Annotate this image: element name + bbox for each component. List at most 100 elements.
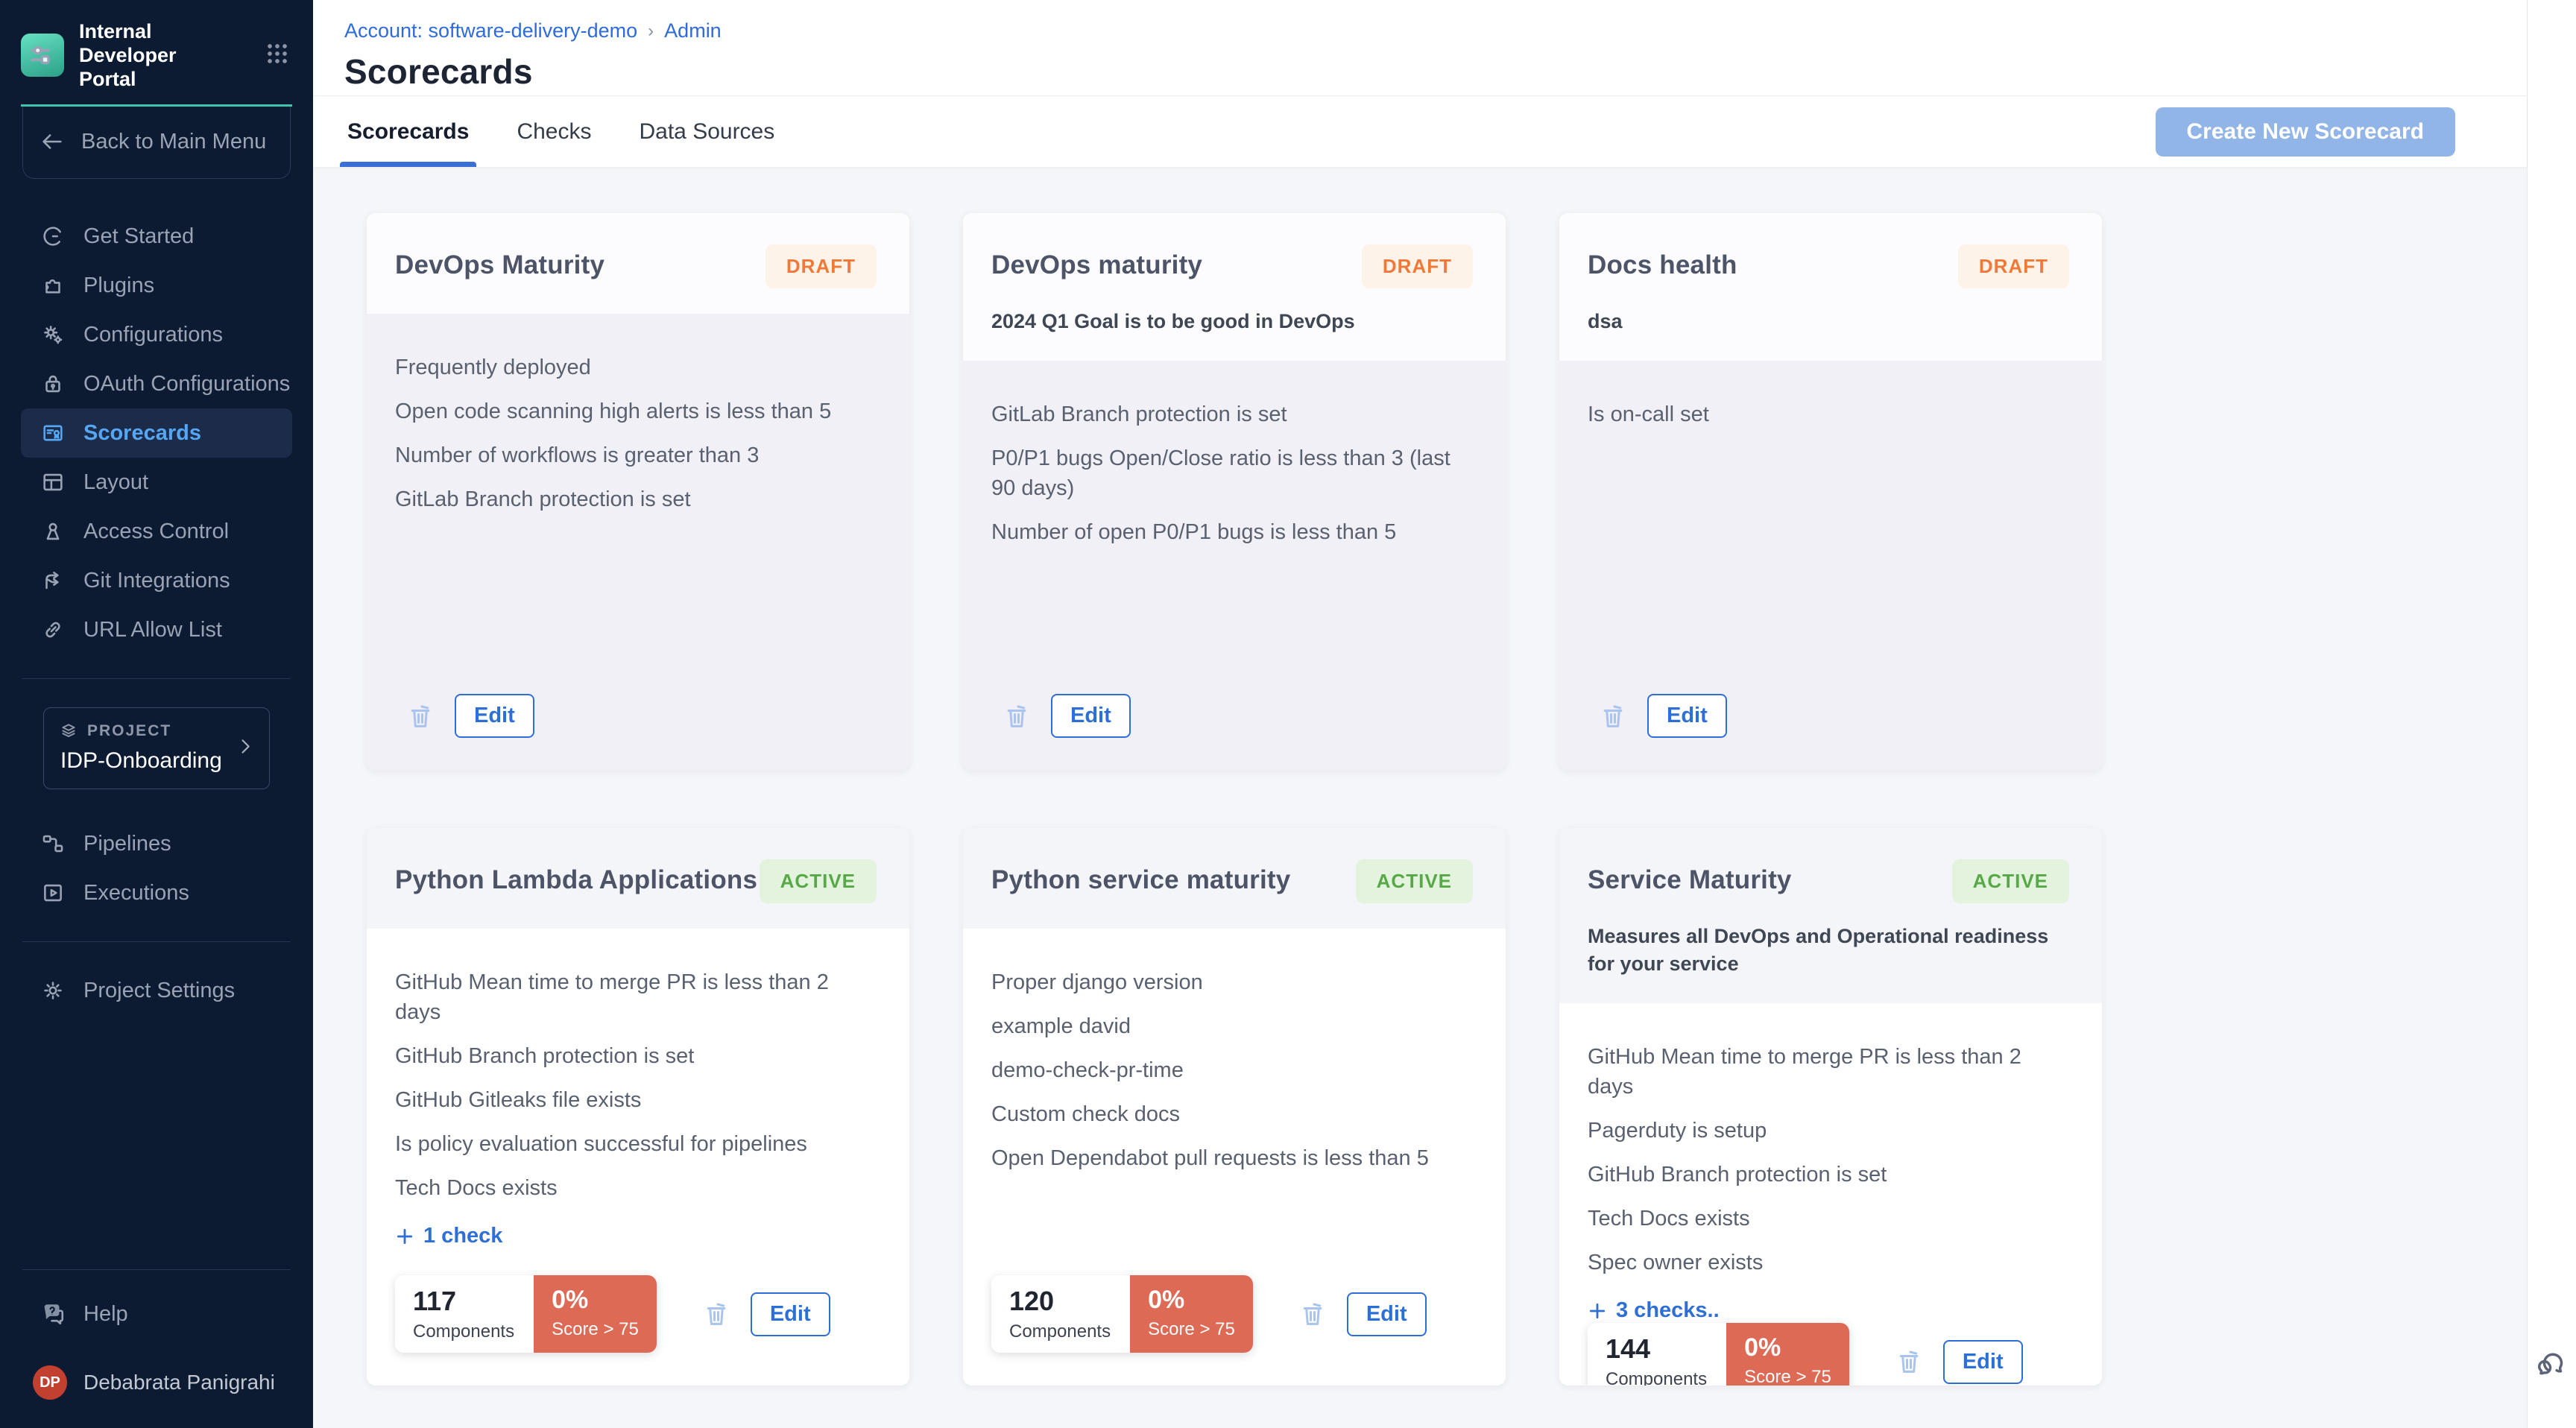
help-label: Help: [83, 1301, 128, 1326]
edit-scorecard-button[interactable]: Edit: [1346, 1292, 1427, 1336]
edit-scorecard-button[interactable]: Edit: [1647, 694, 1727, 738]
scorecard-title: Docs health: [1588, 250, 1737, 279]
configurations-icon: [44, 326, 63, 344]
status-badge: ACTIVE: [759, 859, 877, 903]
breadcrumb-account-link[interactable]: Account: software-delivery-demo: [344, 19, 638, 42]
scorecard-body: Frequently deployed Open code scanning hi…: [367, 314, 909, 771]
scorecard-footer: 120 Components 0% Score > 75 Edit: [991, 1275, 1473, 1353]
back-label: Back to Main Menu: [81, 129, 267, 154]
scorecard-footer: 117 Components 0% Score > 75 Edit: [395, 1275, 877, 1353]
tab-scorecards[interactable]: Scorecards: [339, 96, 477, 167]
pipelines-icon: [42, 835, 63, 853]
help-button[interactable]: Help: [21, 1289, 292, 1339]
components-count: 117: [413, 1286, 457, 1316]
sidebar-item-layout[interactable]: Layout: [21, 458, 292, 507]
score-percent: 0%: [552, 1286, 589, 1314]
delete-scorecard-button[interactable]: [1598, 700, 1628, 733]
check-item: Tech Docs exists: [395, 1176, 558, 1200]
sidebar-item-configurations[interactable]: Configurations: [21, 310, 292, 359]
sidebar-item-executions[interactable]: Executions: [21, 868, 292, 917]
components-stat: 120 Components: [991, 1275, 1131, 1353]
url-allow-list-icon: [45, 622, 60, 638]
more-checks-link[interactable]: 1 check: [395, 1224, 877, 1248]
check-item: GitHub Gitleaks file exists: [395, 1088, 642, 1112]
scorecard-card: DevOps maturity DRAFT 2024 Q1 Goal is to b…: [963, 213, 1506, 771]
layout-icon: [43, 473, 63, 491]
apps-grid-icon[interactable]: [262, 39, 292, 72]
check-item: P0/P1 bugs Open/Close ratio is less than…: [991, 446, 1450, 500]
components-stat: 144 Components: [1588, 1323, 1727, 1386]
edit-scorecard-button[interactable]: Edit: [1051, 694, 1131, 738]
divider: [22, 678, 291, 679]
trash-icon: [707, 1303, 726, 1325]
trash-icon: [1007, 705, 1026, 727]
delete-scorecard-button[interactable]: [1002, 700, 1032, 733]
components-count: 144: [1606, 1333, 1651, 1364]
scorecard-card: DevOps Maturity DRAFT Frequently deployed O…: [367, 213, 909, 771]
status-badge: DRAFT: [765, 244, 877, 288]
sidebar-item-access-control[interactable]: Access Control: [21, 507, 292, 556]
sidebar-item-git-integrations[interactable]: Git Integrations: [21, 556, 292, 605]
sidebar-item-label: Get Started: [83, 224, 195, 248]
checks-list: Proper django version example david demo-c…: [991, 967, 1473, 1173]
sidebar-item-url-allow-list[interactable]: URL Allow List: [21, 605, 292, 654]
stack-icon: [62, 724, 75, 738]
back-to-main-menu[interactable]: Back to Main Menu: [22, 107, 291, 179]
sidebar-item-label: Executions: [83, 880, 189, 905]
edit-scorecard-button[interactable]: Edit: [1942, 1339, 2023, 1384]
project-selector[interactable]: PROJECT IDP-Onboarding: [43, 707, 270, 789]
check-item: Tech Docs exists: [1588, 1207, 1750, 1230]
create-new-scorecard-button[interactable]: Create New Scorecard: [2155, 107, 2455, 157]
spacer: [21, 1015, 292, 1245]
tab-checks[interactable]: Checks: [517, 119, 592, 144]
sidebar-item-label: Scorecards: [83, 420, 201, 445]
sidebar-item-scorecards[interactable]: Scorecards: [21, 408, 292, 458]
user-menu[interactable]: DP Debabrata Panigrahi: [21, 1365, 292, 1400]
plus-icon: [1589, 1303, 1606, 1318]
breadcrumb-admin-link[interactable]: Admin: [664, 19, 722, 42]
scorecard-card: Python service maturity ACTIVE Proper djan…: [963, 828, 1506, 1386]
check-item: Proper django version: [991, 970, 1203, 994]
sidebar-item-plugins[interactable]: Plugins: [21, 261, 292, 310]
sidebar-item-get-started[interactable]: Get Started: [21, 212, 292, 261]
edit-scorecard-button[interactable]: Edit: [750, 1292, 830, 1336]
support-chat-icon[interactable]: [2535, 1348, 2569, 1386]
sidebar-header: Internal Developer Portal: [21, 0, 292, 91]
scorecard-description: dsa: [1588, 310, 1623, 332]
delete-scorecard-button[interactable]: [701, 1298, 731, 1330]
status-badge: DRAFT: [1361, 244, 1473, 288]
chevron-right-icon: [235, 736, 256, 761]
sidebar-item-label: Project Settings: [83, 978, 236, 1002]
tabs: Scorecards Checks Data Sources: [339, 96, 819, 167]
score-stat: 0% Score > 75: [1130, 1275, 1253, 1353]
tab-data-sources[interactable]: Data Sources: [639, 119, 775, 144]
components-count: 120: [1009, 1286, 1055, 1316]
sidebar-item-label: Plugins: [83, 273, 155, 297]
sidebar-item-project-settings[interactable]: Project Settings: [21, 966, 292, 1015]
edit-scorecard-button[interactable]: Edit: [455, 694, 534, 738]
scorecard-footer: Edit: [395, 694, 877, 738]
tab-bar: Scorecards Checks Data Sources Create New …: [313, 95, 2527, 167]
check-item: GitLab Branch protection is set: [395, 487, 691, 511]
delete-scorecard-button[interactable]: [1298, 1298, 1328, 1330]
score-stat: 0% Score > 75: [534, 1275, 657, 1353]
sidebar-item-pipelines[interactable]: Pipelines: [21, 819, 292, 868]
scorecard-header: Python service maturity ACTIVE: [963, 828, 1506, 929]
oauth-lock-icon: [45, 375, 60, 393]
check-item: Spec owner exists: [1588, 1251, 1764, 1274]
more-checks-link[interactable]: 3 checks..: [1588, 1298, 2069, 1323]
delete-scorecard-button[interactable]: [1894, 1345, 1924, 1378]
trash-icon: [1303, 1303, 1322, 1325]
scorecard-footer: Edit: [991, 694, 1473, 738]
check-item: GitHub Branch protection is set: [1588, 1163, 1887, 1187]
scorecard-stats: 117 Components 0% Score > 75: [395, 1275, 657, 1353]
score-label: Score > 75: [1744, 1367, 1831, 1386]
check-item: Is policy evaluation successful for pipe…: [395, 1132, 807, 1156]
checks-list: Is on-call set: [1588, 399, 2069, 429]
components-label: Components: [1009, 1321, 1111, 1342]
delete-scorecard-button[interactable]: [405, 700, 435, 733]
more-checks-label: 1 check: [423, 1224, 503, 1248]
sidebar-item-oauth-configurations[interactable]: OAuth Configurations: [21, 359, 292, 408]
scorecard-title: Service Maturity: [1588, 865, 1792, 894]
